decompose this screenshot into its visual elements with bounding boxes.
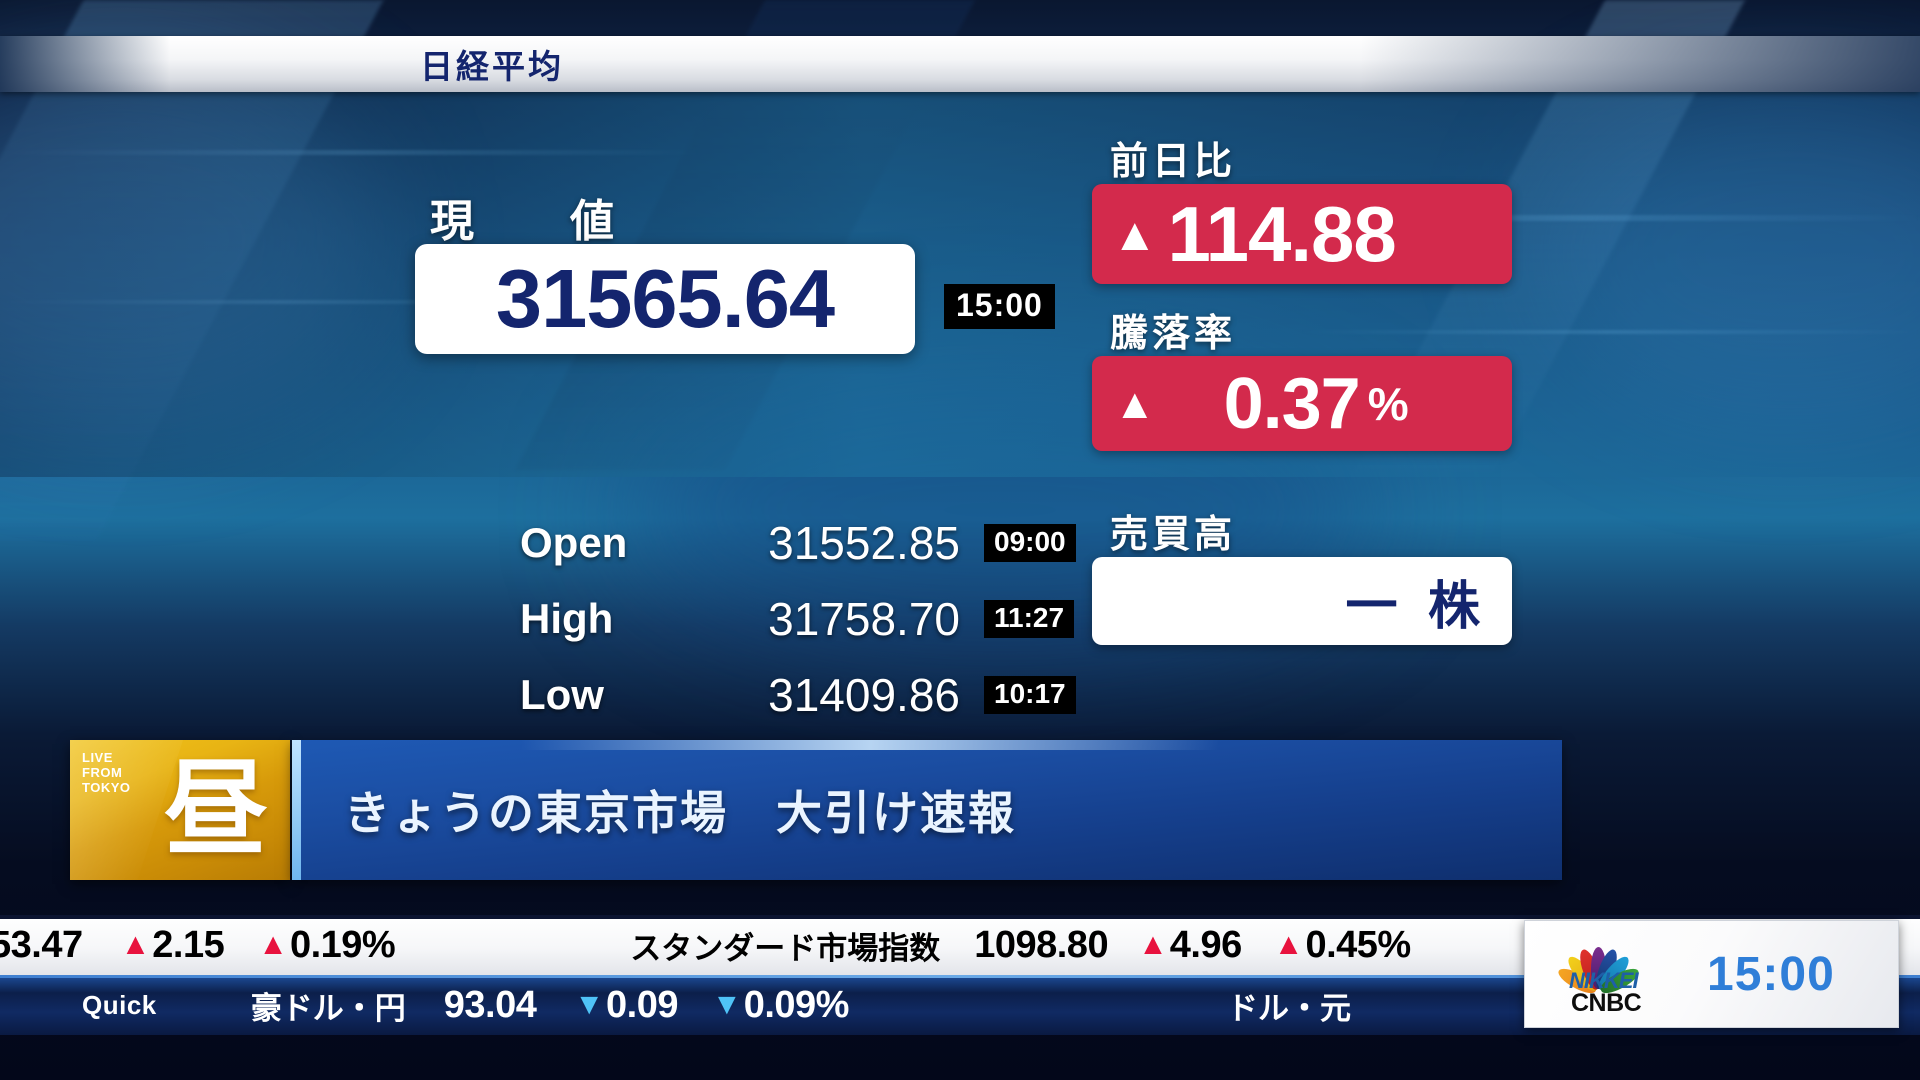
nikkei-cnbc-logo: NIKKEI CNBC (1531, 926, 1681, 1022)
ticker-pair-label: 豪ドル・円 (250, 990, 406, 1026)
ticker-pair-value: 93.04 (443, 983, 537, 1026)
badge-live-line1: LIVE (82, 750, 113, 765)
up-triangle-icon-ticker-4: ▲ (1273, 928, 1304, 961)
table-row: Open 31552.85 09:00 (520, 505, 1080, 581)
network-name-bottom: CNBC (1571, 989, 1642, 1017)
ticker-left-change: 2.15 (152, 923, 225, 966)
headline-banner-group: LIVE FROM TOKYO 昼 きょうの東京市場 大引け速報 (60, 735, 1570, 890)
change-value: 114.88 (1167, 189, 1397, 278)
ohl-key: Low (520, 671, 604, 718)
ticker-mid-value: 1098.80 (974, 923, 1109, 966)
ticker-left-percent: 0.19% (289, 923, 396, 966)
ticker-mid-label: スタンダード市場指数 (630, 930, 941, 966)
live-from-tokyo-badge: LIVE FROM TOKYO 昼 (70, 740, 290, 880)
quick-logo: Quick (82, 989, 157, 1020)
rate-percent-sign: % (1367, 377, 1409, 430)
title-bar: 日経平均 (0, 36, 1920, 92)
rate-label: 騰落率 (1110, 313, 1237, 355)
table-row: High 31758.70 11:27 (520, 581, 1080, 657)
ohl-value: 31758.70 (768, 593, 960, 645)
ticker-divider (0, 915, 1920, 919)
current-value-box: 31565.64 (415, 244, 915, 354)
page-title: 日経平均 (420, 48, 564, 85)
ohl-time: 10:17 (984, 676, 1076, 714)
table-row: Low 31409.86 10:17 (520, 657, 1080, 733)
badge-live-line2: FROM (82, 765, 123, 780)
rate-box: ▲ 0.37 % (1092, 356, 1512, 451)
ticker-pair-change: 0.09 (606, 983, 679, 1026)
change-box: ▲ 114.88 (1092, 184, 1512, 284)
ticker-mid-change: 4.96 (1169, 923, 1242, 966)
ticker-right-label: ドル・元 (1226, 990, 1351, 1026)
ohl-value: 31409.86 (768, 669, 960, 721)
volume-label: 売買高 (1110, 514, 1237, 556)
network-name-top: NIKKEI (1569, 968, 1639, 993)
title-bar-right-fade (1360, 36, 1920, 92)
up-triangle-icon-ticker-3: ▲ (1138, 928, 1168, 961)
headline-banner: きょうの東京市場 大引け速報 (292, 740, 1562, 880)
current-value: 31565.64 (495, 252, 835, 345)
banner-shine (520, 740, 1220, 750)
ticker-left-value: 53.47 (0, 923, 83, 966)
volume-value: 一 株 (1345, 577, 1488, 636)
title-bar-left-fade (0, 36, 170, 92)
up-triangle-icon-ticker-2: ▲ (258, 928, 288, 961)
volume-box: 一 株 (1092, 557, 1512, 645)
up-triangle-icon-ticker-1: ▲ (120, 928, 151, 961)
ohl-key: High (520, 595, 614, 642)
ohl-time: 09:00 (984, 524, 1076, 562)
network-branding-box: NIKKEI CNBC 15:00 (1524, 920, 1899, 1028)
broadcast-clock: 15:00 (1707, 947, 1835, 1001)
up-triangle-icon: ▲ (1112, 208, 1158, 260)
change-label: 前日比 (1110, 141, 1237, 183)
headline-text: きょうの東京市場 大引け速報 (344, 787, 1016, 839)
down-triangle-icon-1: ▼ (574, 988, 605, 1021)
ohl-key: Open (520, 519, 628, 566)
ohl-value: 31552.85 (768, 517, 960, 569)
rate-value: 0.37 (1223, 363, 1361, 444)
current-value-timestamp: 15:00 (944, 284, 1055, 329)
badge-kanji: 昼 (163, 752, 268, 868)
up-triangle-icon-rate: ▲ (1114, 379, 1156, 427)
badge-live-text: LIVE FROM TOKYO (82, 750, 131, 795)
ticker-mid-percent: 0.45% (1305, 923, 1411, 966)
peacock-icon (1555, 932, 1642, 998)
ohl-time: 11:27 (984, 600, 1075, 638)
badge-live-line3: TOKYO (82, 780, 131, 795)
ticker-pair-percent: 0.09% (743, 983, 850, 1026)
ohl-table: Open 31552.85 09:00 High 31758.70 11:27 … (520, 505, 1080, 733)
current-value-label: 現 値 (430, 197, 640, 246)
down-triangle-icon-2: ▼ (712, 988, 742, 1021)
